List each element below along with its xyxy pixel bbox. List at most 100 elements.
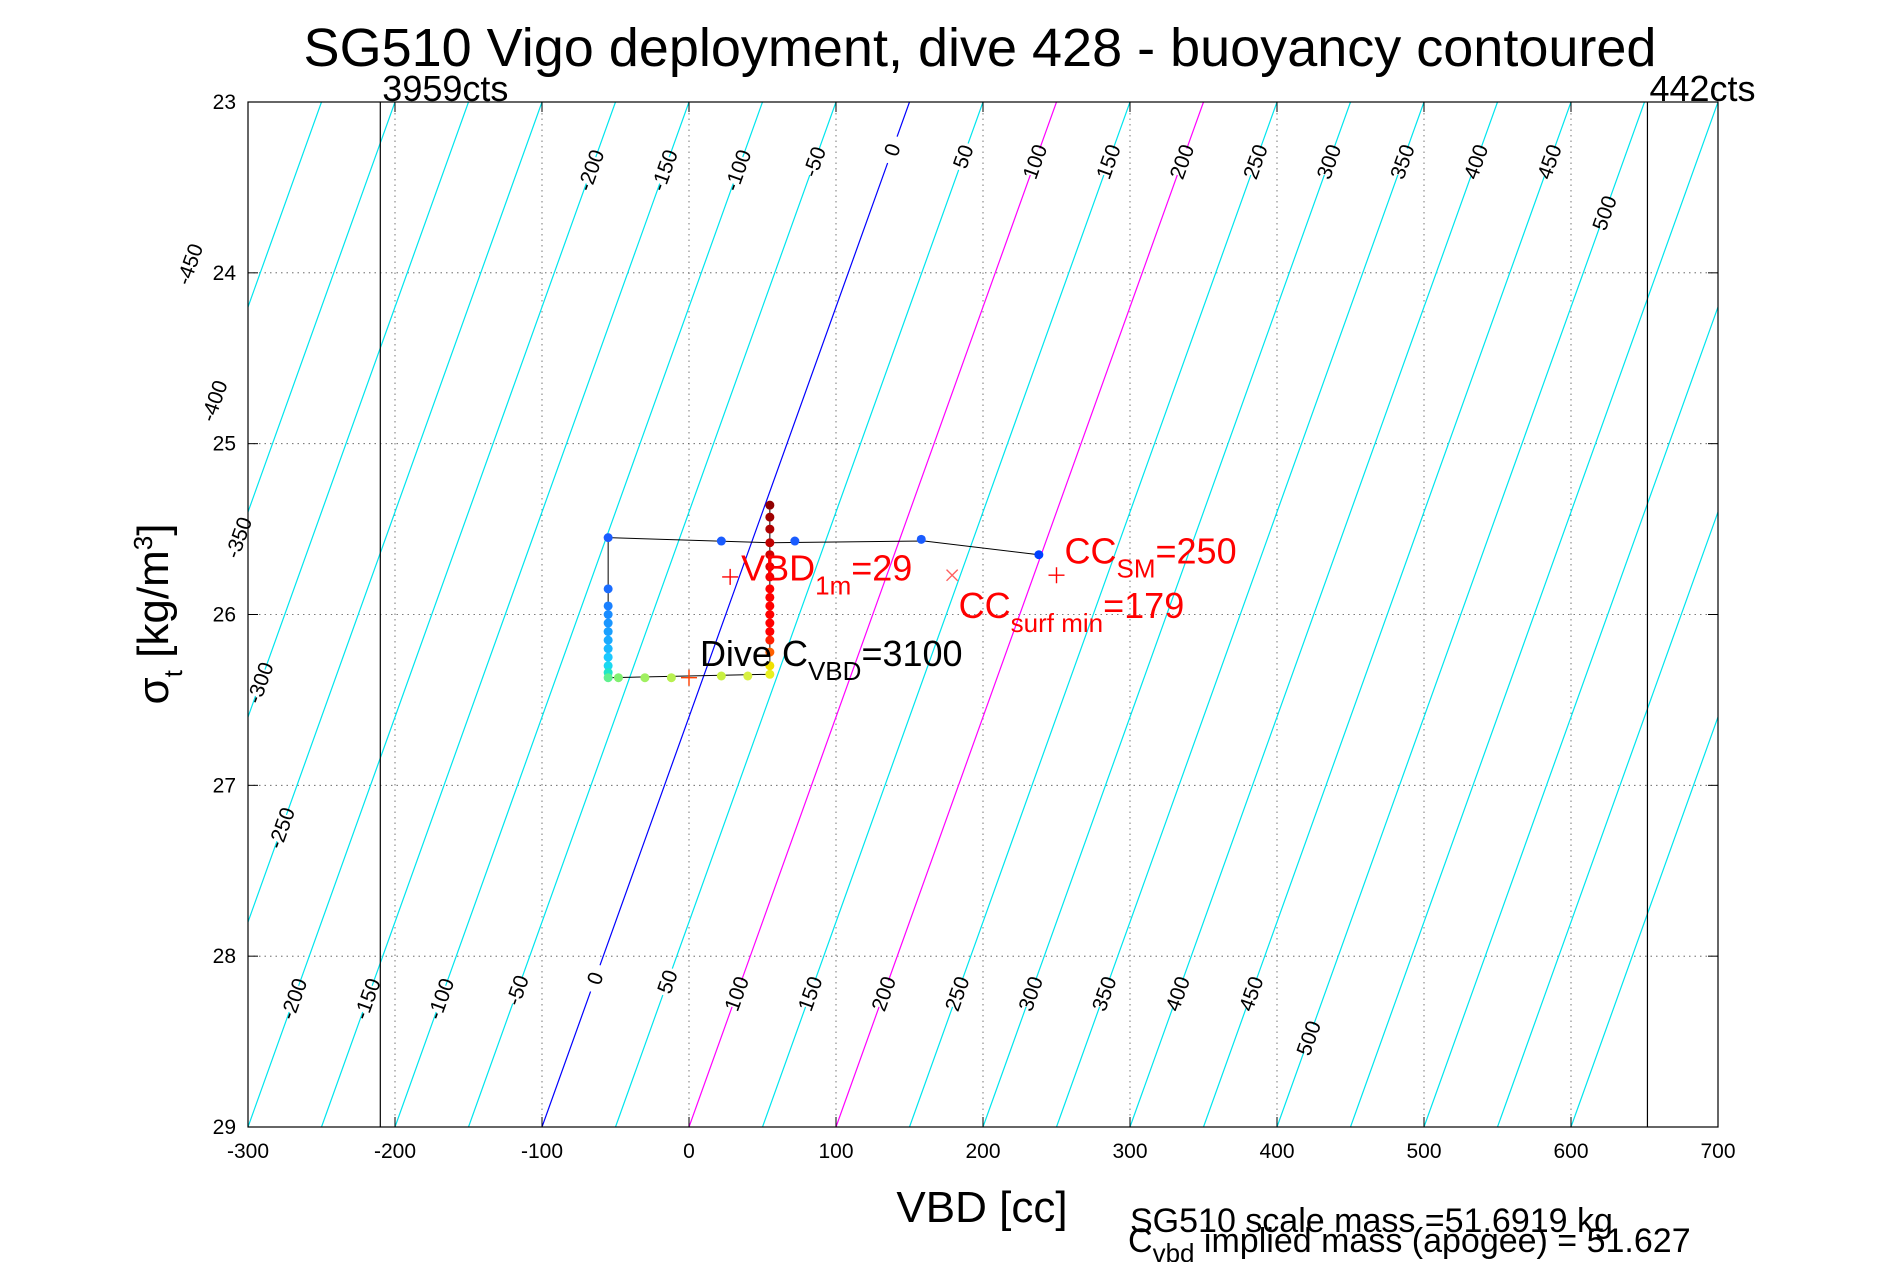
footer-implied-mass-c: C (1128, 1222, 1153, 1260)
contour-labels: -450-400-350-300-250-200 -150 -100 -50 0 50 10… (172, 133, 1622, 1059)
contour-line (1496, 510, 1718, 1127)
dive-point (765, 647, 775, 657)
y-tick-label: 23 (213, 91, 236, 114)
annotation-ccsurf-sub: surf min (1011, 608, 1103, 638)
contour-label: -400 (197, 377, 233, 424)
dive-point (603, 601, 613, 611)
contour-label-bg (426, 982, 456, 1016)
x-tick-label: 200 (965, 1140, 1000, 1163)
marker-plus (681, 669, 697, 686)
annotation-vbd1m: VBD1m=29 (741, 547, 912, 600)
buoyancy-contours (0, 102, 1718, 1127)
annotation-dive-value: =3100 (861, 633, 962, 674)
contour-label-bg (503, 973, 532, 1007)
dive-point (765, 584, 775, 594)
contour-label-bg (653, 965, 682, 999)
annotation-dive-main: Dive C (700, 633, 808, 674)
annotation-ccsm: CCSM=250 (1065, 530, 1237, 583)
y-axis-label-unit: [kg/m (129, 550, 178, 670)
contour-label-bg (878, 133, 907, 167)
y-axis-label-unit-close: ] (129, 524, 178, 536)
contour-line (541, 102, 911, 1127)
dive-point (765, 500, 775, 510)
contour-label-bg (353, 982, 382, 1016)
contour-label-bg (1388, 145, 1417, 179)
annotation-ccsurf-main: CC (959, 585, 1011, 626)
contour-label-bg (1590, 196, 1619, 230)
y-tick-label: 24 (213, 262, 237, 285)
annotation-dive-cvbd: Dive CVBD=3100 (700, 633, 963, 686)
dive-point (765, 550, 775, 560)
contour-label-bg (246, 666, 275, 700)
y-tick-label: 28 (213, 945, 236, 968)
dive-point (1034, 550, 1044, 560)
contour-label-bg (1237, 977, 1266, 1011)
annotation-vbd1m-value: =29 (851, 547, 912, 588)
contour-line (688, 102, 1058, 1127)
contour-label-bg (1461, 145, 1491, 179)
contour-label-bg (1090, 977, 1119, 1011)
contour-label: -450 (172, 241, 208, 288)
contour-label-bg (949, 140, 978, 174)
x-tick-label: 500 (1406, 1140, 1441, 1163)
contour-label-bg (224, 521, 253, 555)
marker-x (946, 569, 959, 582)
contour-line (248, 102, 323, 309)
dive-points (603, 500, 1044, 683)
annotation-vbd1m-sub: 1m (815, 570, 851, 600)
dive-point (613, 673, 623, 683)
contour-line (0, 102, 28, 1127)
annotation-ccsm-sub: SM (1117, 553, 1156, 583)
y-axis-label-base: σ (129, 677, 178, 704)
contour-line (982, 102, 1352, 1127)
dive-point (603, 618, 613, 628)
y-axis-label-sub: t (158, 669, 188, 677)
dive-point (603, 652, 613, 662)
vbd-limit-label: 442cts (1649, 68, 1755, 109)
footer-implied-mass-sub: vbd (1153, 1238, 1195, 1262)
contour-label-bg (175, 247, 204, 281)
contour-label-bg (576, 153, 606, 187)
contour-line (908, 102, 1278, 1127)
contour-line (614, 102, 984, 1127)
dive-point (765, 538, 775, 548)
x-tick-label: 400 (1259, 1140, 1294, 1163)
contour-line (1276, 102, 1646, 1127)
dive-point (765, 661, 775, 671)
marker-plus (722, 568, 739, 585)
dive-point (765, 524, 775, 534)
contour-line (467, 102, 837, 1127)
dive-point (765, 635, 775, 645)
dive-point (743, 671, 753, 681)
footer-scale-mass: SG510 scale mass =51.6919 kg (1130, 1202, 1613, 1240)
dive-point (603, 584, 613, 594)
contour-label-bg (279, 982, 309, 1016)
dive-point (765, 669, 775, 679)
annotation-ccsm-value: =250 (1156, 530, 1237, 571)
axis-ticks: -300 -200 -100 0 100 200 300 400 500 600 700 23 24 25… (213, 91, 1736, 1163)
contour-label-bg (1163, 977, 1192, 1011)
dive-point (603, 673, 613, 683)
dive-point (603, 635, 613, 645)
dive-point (603, 644, 613, 654)
annotation-ccsurf-value: =179 (1103, 585, 1184, 626)
contour-line (248, 102, 396, 514)
contour-line (835, 102, 1205, 1127)
contour-line (761, 102, 1131, 1127)
dive-point (603, 610, 613, 619)
contour-label-bg (650, 153, 679, 187)
contour-line (1202, 102, 1572, 1127)
contour-line (1129, 102, 1499, 1127)
contour-label-bg (1294, 1021, 1323, 1055)
contour-line (0, 102, 101, 1127)
dive-point (640, 673, 650, 683)
contour-line (1570, 715, 1718, 1127)
x-tick-label: 100 (818, 1140, 853, 1163)
contour-label-bg (1016, 977, 1045, 1011)
contour-label-bg (723, 153, 753, 187)
contour-label-bg (1314, 145, 1344, 179)
x-tick-label: -300 (227, 1140, 269, 1163)
dive-point (765, 618, 775, 628)
annotation-ccsm-main: CC (1065, 530, 1117, 571)
contour-line (248, 102, 249, 104)
